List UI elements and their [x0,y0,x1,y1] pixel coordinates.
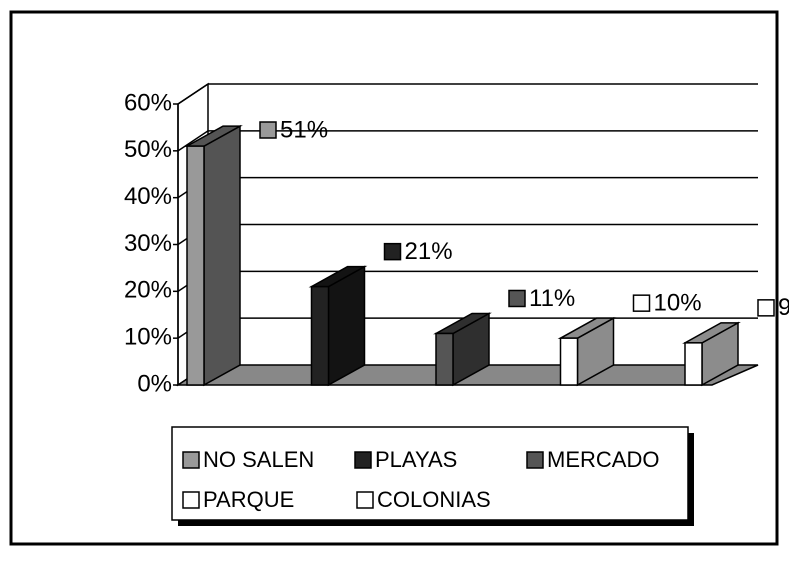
y-tick-label: 20% [124,277,172,304]
bar-front [310,285,330,386]
legend-box [171,426,689,521]
value-label-key [632,294,651,312]
legend-label: COLONIAS [377,487,491,512]
bar [682,321,741,387]
legend-key [354,451,372,469]
bar [184,124,243,387]
value-label: 9% [778,294,789,321]
value-label-key [259,121,277,139]
y-tick-label: 40% [124,183,172,210]
bar [433,312,492,387]
bar-front [435,332,454,386]
legend-label: MERCADO [547,447,659,472]
value-label: 11% [529,285,575,312]
y-tick-label: 0% [137,370,172,397]
grid-line [177,83,209,105]
grid-line [177,130,209,152]
value-label: 10% [654,290,702,317]
bar-front [684,342,703,386]
bar [557,316,617,387]
value-label: 21% [405,238,453,265]
legend-label: NO SALEN [203,447,314,472]
value-label-key [383,242,402,261]
y-tick-label: 10% [124,324,172,351]
y-tick-label: 60% [124,89,172,116]
legend-key [356,491,374,509]
legend-label: PLAYAS [375,447,457,472]
legend-key [526,451,544,469]
bar [308,265,368,387]
value-label-key [757,299,775,317]
y-tick-label: 30% [124,230,172,257]
y-tick-label: 50% [124,136,172,163]
value-label-key [508,289,526,308]
bar-front [186,145,205,386]
bar-front [559,337,579,386]
legend-key [182,451,200,469]
bar-side [203,124,241,387]
legend-key [182,491,200,509]
value-label: 51% [280,116,328,143]
legend-label: PARQUE [203,487,294,512]
